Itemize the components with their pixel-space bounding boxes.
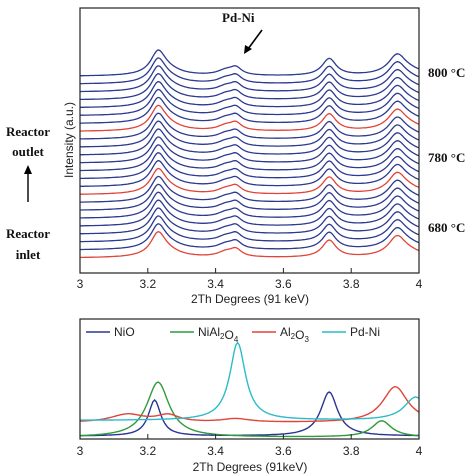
reactor-inlet-label-line2: inlet (16, 247, 41, 262)
trace-line (80, 152, 420, 180)
series-line-al2o3 (79, 385, 420, 423)
trace-line (80, 175, 420, 203)
x-tick-label: 3.6 (275, 444, 292, 458)
x-tick-label: 3 (77, 277, 84, 291)
top-chart-traces (80, 49, 420, 274)
legend-label: Pd-Ni (350, 325, 380, 339)
top-chart-xlabel: 2Th Degrees (91 keV) (191, 292, 309, 306)
top-chart-ticks: 3 3.2 3.4 3.6 3.8 4 (77, 268, 423, 291)
top-chart-panel: 3 3.2 3.4 3.6 3.8 4 2Th Degrees (91 keV) Inte… (62, 7, 465, 306)
bottom-chart-panel: 3 3.2 3.4 3.6 3.8 4 2Th Degrees (91keV) NiO Ni… (77, 318, 423, 474)
trace-line (80, 159, 420, 187)
bottom-chart-ticks: 3 3.2 3.4 3.6 3.8 4 (77, 434, 423, 458)
legend-label: NiAl2O4 (198, 325, 239, 344)
trace-line (80, 88, 420, 116)
trace-line-red (80, 231, 420, 259)
x-tick-label: 3.2 (139, 444, 156, 458)
reactor-inlet-label-line1: Reactor (6, 226, 50, 241)
trace-line (80, 199, 420, 227)
trace-line (80, 80, 420, 108)
x-tick-label: 3.4 (207, 277, 224, 291)
bottom-chart-traces (79, 341, 420, 438)
reactor-outlet-label-line2: outlet (12, 144, 44, 159)
x-tick-label: 3.2 (139, 277, 156, 291)
temp-label-780: 780 °C (428, 150, 465, 165)
trace-line (80, 65, 420, 93)
up-arrow-icon (24, 165, 32, 202)
reactor-outlet-label-line1: Reactor (6, 124, 50, 139)
legend-label: Al2O3 (280, 325, 309, 344)
x-tick-label: 3.8 (343, 277, 360, 291)
pd-ni-arrow-icon (244, 29, 263, 54)
trace-line-red (80, 104, 420, 132)
trace-line (80, 49, 420, 77)
temp-label-800: 800 °C (428, 65, 465, 80)
x-tick-label: 3 (77, 444, 84, 458)
trace-line (80, 207, 420, 235)
trace-line (80, 57, 420, 85)
trace-line (80, 191, 420, 219)
legend-label: NiO (114, 325, 135, 339)
trace-line (80, 96, 420, 124)
trace-line (80, 128, 420, 156)
x-tick-label: 4 (416, 444, 423, 458)
series-line-pd-ni (80, 341, 420, 421)
reactor-side-labels: Reactor outlet Reactor inlet (6, 124, 50, 262)
bottom-chart-xlabel: 2Th Degrees (91keV) (193, 460, 308, 474)
x-tick-label: 3.6 (275, 277, 292, 291)
temp-label-680: 680 °C (428, 220, 465, 235)
x-tick-label: 3.8 (343, 444, 360, 458)
trace-line (80, 73, 420, 101)
bottom-chart-legend: NiO NiAl2O4 Al2O3 Pd-Ni (86, 325, 380, 344)
x-tick-label: 4 (416, 277, 423, 291)
bottom-chart-frame (79, 318, 420, 440)
trace-line (80, 223, 420, 251)
trace-line-red (80, 167, 420, 195)
trace-line (80, 120, 420, 148)
series-line-nial2o4 (79, 381, 420, 438)
trace-line (80, 183, 420, 211)
top-chart-ylabel: Intensity (a.u.) (62, 102, 76, 178)
trace-fill (80, 231, 419, 273)
x-tick-label: 3.4 (207, 444, 224, 458)
top-chart-frame (79, 7, 420, 274)
trace-line (80, 215, 420, 243)
trace-line (80, 144, 420, 172)
trace-line (80, 136, 420, 164)
pd-ni-annotation: Pd-Ni (222, 10, 255, 25)
trace-line (80, 112, 420, 140)
